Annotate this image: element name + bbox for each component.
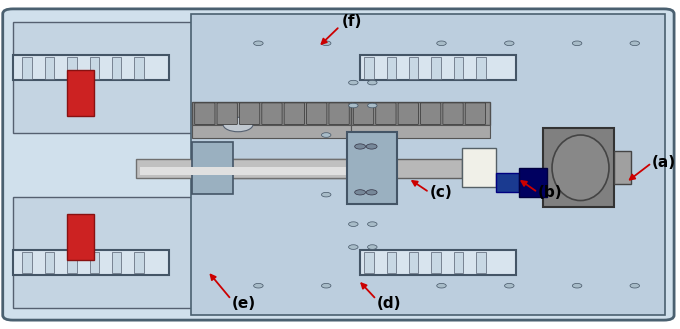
Text: (c): (c) bbox=[430, 185, 453, 200]
FancyBboxPatch shape bbox=[409, 57, 418, 79]
FancyBboxPatch shape bbox=[409, 252, 418, 273]
FancyBboxPatch shape bbox=[394, 159, 462, 178]
FancyBboxPatch shape bbox=[420, 103, 441, 125]
Circle shape bbox=[368, 222, 377, 226]
FancyBboxPatch shape bbox=[454, 57, 463, 79]
FancyBboxPatch shape bbox=[67, 214, 95, 260]
FancyBboxPatch shape bbox=[476, 57, 486, 79]
FancyBboxPatch shape bbox=[67, 252, 77, 273]
Circle shape bbox=[322, 41, 331, 46]
FancyBboxPatch shape bbox=[13, 250, 169, 275]
Circle shape bbox=[437, 41, 446, 46]
FancyBboxPatch shape bbox=[217, 103, 237, 125]
FancyBboxPatch shape bbox=[376, 103, 396, 125]
FancyBboxPatch shape bbox=[364, 57, 374, 79]
FancyBboxPatch shape bbox=[192, 159, 348, 178]
FancyBboxPatch shape bbox=[13, 55, 169, 80]
FancyBboxPatch shape bbox=[22, 252, 32, 273]
FancyBboxPatch shape bbox=[22, 57, 32, 79]
Circle shape bbox=[437, 283, 446, 288]
Circle shape bbox=[505, 41, 514, 46]
FancyBboxPatch shape bbox=[615, 151, 631, 184]
FancyBboxPatch shape bbox=[192, 125, 352, 138]
FancyBboxPatch shape bbox=[45, 57, 54, 79]
FancyBboxPatch shape bbox=[352, 102, 490, 125]
Circle shape bbox=[322, 133, 331, 137]
FancyBboxPatch shape bbox=[352, 125, 490, 138]
FancyBboxPatch shape bbox=[192, 142, 233, 194]
FancyBboxPatch shape bbox=[134, 57, 143, 79]
FancyBboxPatch shape bbox=[90, 57, 99, 79]
FancyBboxPatch shape bbox=[112, 252, 122, 273]
FancyBboxPatch shape bbox=[347, 132, 397, 204]
Circle shape bbox=[355, 144, 366, 149]
FancyBboxPatch shape bbox=[360, 250, 516, 275]
FancyBboxPatch shape bbox=[3, 9, 674, 320]
Text: (d): (d) bbox=[376, 296, 401, 311]
Circle shape bbox=[254, 283, 263, 288]
FancyBboxPatch shape bbox=[192, 102, 352, 125]
Circle shape bbox=[368, 80, 377, 85]
FancyBboxPatch shape bbox=[386, 252, 396, 273]
FancyBboxPatch shape bbox=[354, 103, 374, 125]
FancyBboxPatch shape bbox=[431, 252, 441, 273]
Circle shape bbox=[355, 190, 366, 195]
FancyBboxPatch shape bbox=[443, 103, 463, 125]
FancyBboxPatch shape bbox=[329, 103, 350, 125]
Circle shape bbox=[368, 245, 377, 249]
Text: (f): (f) bbox=[342, 14, 362, 30]
Circle shape bbox=[630, 41, 639, 46]
Circle shape bbox=[573, 41, 582, 46]
FancyBboxPatch shape bbox=[454, 252, 463, 273]
Circle shape bbox=[349, 245, 358, 249]
Ellipse shape bbox=[223, 117, 253, 132]
FancyBboxPatch shape bbox=[543, 128, 615, 207]
FancyBboxPatch shape bbox=[194, 103, 215, 125]
FancyBboxPatch shape bbox=[45, 252, 54, 273]
Circle shape bbox=[367, 144, 377, 149]
Circle shape bbox=[367, 190, 377, 195]
FancyBboxPatch shape bbox=[136, 159, 394, 178]
FancyBboxPatch shape bbox=[398, 103, 418, 125]
Circle shape bbox=[573, 283, 582, 288]
FancyBboxPatch shape bbox=[112, 57, 122, 79]
Circle shape bbox=[349, 222, 358, 226]
FancyBboxPatch shape bbox=[364, 252, 374, 273]
FancyBboxPatch shape bbox=[307, 103, 327, 125]
Text: (b): (b) bbox=[538, 185, 562, 200]
FancyBboxPatch shape bbox=[90, 252, 99, 273]
Circle shape bbox=[349, 103, 358, 108]
FancyBboxPatch shape bbox=[431, 57, 441, 79]
FancyBboxPatch shape bbox=[520, 168, 547, 197]
Circle shape bbox=[254, 41, 263, 46]
Text: (e): (e) bbox=[231, 296, 256, 311]
Circle shape bbox=[505, 283, 514, 288]
FancyBboxPatch shape bbox=[239, 103, 260, 125]
FancyBboxPatch shape bbox=[284, 103, 305, 125]
Circle shape bbox=[368, 103, 377, 108]
Circle shape bbox=[630, 283, 639, 288]
Text: (a): (a) bbox=[652, 155, 676, 170]
FancyBboxPatch shape bbox=[360, 55, 516, 80]
Ellipse shape bbox=[552, 135, 609, 201]
FancyBboxPatch shape bbox=[13, 22, 192, 133]
FancyBboxPatch shape bbox=[67, 70, 95, 116]
FancyBboxPatch shape bbox=[465, 103, 486, 125]
FancyBboxPatch shape bbox=[496, 173, 520, 192]
FancyBboxPatch shape bbox=[139, 167, 390, 175]
FancyBboxPatch shape bbox=[476, 252, 486, 273]
Circle shape bbox=[322, 192, 331, 197]
Circle shape bbox=[349, 80, 358, 85]
Circle shape bbox=[322, 283, 331, 288]
FancyBboxPatch shape bbox=[190, 14, 665, 315]
FancyBboxPatch shape bbox=[386, 57, 396, 79]
FancyBboxPatch shape bbox=[462, 148, 496, 188]
FancyBboxPatch shape bbox=[262, 103, 282, 125]
FancyBboxPatch shape bbox=[67, 57, 77, 79]
FancyBboxPatch shape bbox=[13, 197, 192, 308]
FancyBboxPatch shape bbox=[134, 252, 143, 273]
